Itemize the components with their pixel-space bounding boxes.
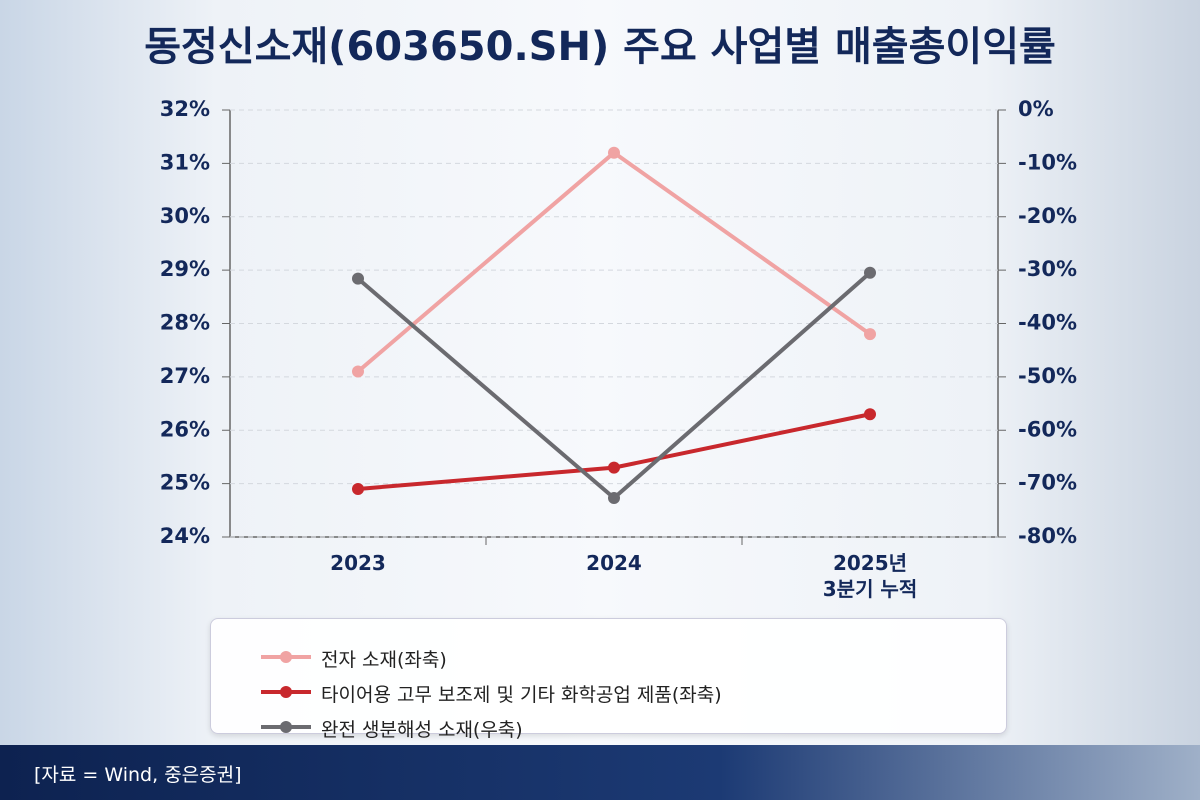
y-tick-label: 31% [160,150,210,174]
data-point [352,365,364,378]
y2-tick-label: -40% [1018,311,1077,335]
legend-swatch [261,686,311,698]
y-tick-label: 29% [160,257,210,281]
series-line [357,412,871,491]
y-tick-label: 27% [160,364,210,388]
data-point [864,266,876,279]
legend-label: 전자 소재(좌축) [321,649,447,671]
y2-tick-label: -80% [1018,524,1077,548]
chart-title: 동정신소재(603650.SH) 주요 사업별 매출총이익률 [144,24,1056,70]
legend-swatch [261,651,311,663]
y-tick-label: 25% [160,471,210,495]
y-tick-label: 24% [160,524,210,548]
data-point [608,492,620,505]
data-point [352,482,364,495]
legend-label: 완전 생분해성 소재(우축) [321,719,523,741]
source: [자료 = Wind, 중은증권] [34,764,242,786]
y-tick-label: 26% [160,417,210,441]
y2-tick-label: -50% [1018,364,1077,388]
y2-tick-label: -70% [1018,471,1077,495]
legend-marker [280,721,292,733]
y2-tick-label: -20% [1018,204,1077,228]
data-point [608,461,620,474]
x-tick-label: 2024 [586,551,642,575]
y2-tick-label: -10% [1018,150,1077,174]
legend-marker [280,651,292,663]
legend-marker [280,686,292,698]
legend-item: 전자 소재(좌축) [211,642,1006,672]
legend-label: 타이어용 고무 보조제 및 기타 화학공업 제품(좌축) [321,684,722,706]
data-point [864,408,876,421]
y-tick-label: 28% [160,311,210,335]
y2-tick-label: 0% [1018,97,1054,121]
y-tick-label: 30% [160,204,210,228]
legend-item: 완전 생분해성 소재(우축) [211,712,1006,742]
y2-tick-label: -60% [1018,417,1077,441]
data-point [608,146,620,159]
data-point [864,328,876,341]
data-point [352,272,364,285]
x-tick-label: 2025년 3분기 누적 [822,551,918,601]
legend: 전자 소재(좌축) 타이어용 고무 보조제 및 기타 화학공업 제품(좌축) 완전 … [210,618,1007,741]
y2-tick-label: -30% [1018,257,1077,281]
legend-swatch [261,721,311,733]
legend-item: 타이어용 고무 보조제 및 기타 화학공업 제품(좌축) [211,677,1006,707]
x-tick-label: 2023 [330,551,386,575]
footer-band [0,745,1200,800]
y-tick-label: 32% [160,97,210,121]
